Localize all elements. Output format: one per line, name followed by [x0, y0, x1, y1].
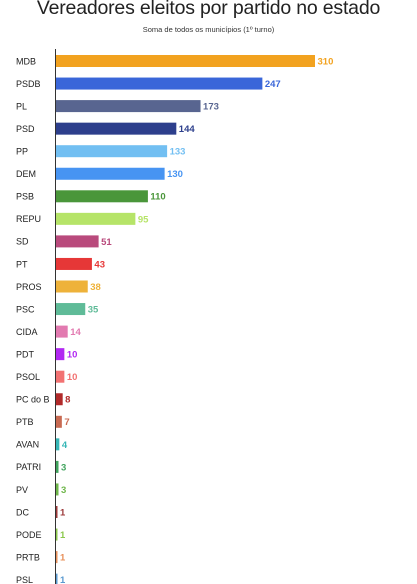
bar: [56, 528, 58, 541]
bar: [56, 551, 58, 564]
bar: [56, 280, 88, 293]
value-label: 173: [203, 102, 219, 113]
bar: [56, 483, 59, 496]
category-label: PSC: [16, 304, 35, 314]
category-label: PP: [16, 147, 28, 157]
category-label: PV: [16, 485, 28, 495]
value-label: 1: [60, 575, 66, 584]
category-label: MDB: [16, 56, 36, 66]
value-label: 3: [61, 462, 66, 473]
value-label: 1: [60, 553, 66, 564]
value-label: 43: [94, 259, 105, 270]
bar: [56, 506, 58, 518]
category-label: PDT: [16, 349, 35, 359]
bar: [56, 235, 99, 248]
category-label: PL: [16, 101, 27, 111]
value-label: 14: [70, 327, 81, 338]
bar: [56, 348, 65, 361]
bar: [56, 438, 60, 451]
bar: [56, 55, 315, 67]
category-label: DEM: [16, 169, 36, 179]
value-label: 35: [88, 304, 99, 315]
bar: [56, 145, 168, 158]
category-label: PODE: [16, 530, 42, 540]
bar: [56, 460, 59, 473]
bar: [56, 257, 92, 270]
value-label: 95: [138, 214, 149, 225]
value-label: 1: [60, 507, 66, 518]
category-label: AVAN: [16, 440, 39, 450]
category-label: PSOL: [16, 372, 40, 382]
value-label: 7: [64, 417, 69, 428]
bar: [56, 393, 63, 406]
value-label: 130: [167, 169, 183, 180]
value-label: 10: [67, 372, 78, 383]
bar: [56, 325, 68, 338]
category-label: PSD: [16, 124, 35, 134]
category-label: PSDB: [16, 79, 41, 89]
value-label: 133: [170, 147, 186, 158]
value-label: 144: [179, 124, 196, 135]
value-label: 110: [150, 192, 165, 203]
category-label: CIDA: [16, 327, 38, 337]
category-label: SD: [16, 237, 29, 247]
value-label: 310: [318, 56, 334, 67]
category-label: PT: [16, 259, 28, 269]
bar: [56, 415, 62, 428]
value-label: 38: [90, 282, 101, 293]
chart-subtitle: Soma de todos os municípios (1º turno): [142, 25, 275, 34]
category-label: PTB: [16, 417, 34, 427]
category-label: DC: [16, 507, 29, 517]
value-label: 51: [101, 237, 112, 248]
chart-title: Vereadores eleitos por partido no estado: [36, 0, 381, 19]
category-label: PSL: [16, 575, 33, 584]
bar: [56, 190, 148, 203]
value-label: 3: [61, 485, 66, 496]
bar: [56, 573, 58, 584]
category-label: PROS: [16, 282, 42, 292]
category-label: REPU: [16, 214, 41, 224]
bar: [56, 370, 65, 383]
value-label: 247: [265, 79, 281, 90]
category-label: PATRI: [16, 462, 41, 472]
value-label: 10: [67, 350, 78, 361]
bar: [56, 303, 86, 316]
bar: [56, 212, 136, 225]
value-label: 4: [62, 440, 68, 451]
value-label: 1: [60, 530, 66, 541]
bar: [56, 77, 263, 90]
bar: [56, 100, 201, 113]
category-label: PRTB: [16, 552, 40, 562]
category-label: PC do B: [16, 395, 50, 405]
category-label: PSB: [16, 192, 34, 202]
bar: [56, 167, 165, 180]
bar: [56, 122, 177, 135]
value-label: 8: [65, 395, 70, 406]
